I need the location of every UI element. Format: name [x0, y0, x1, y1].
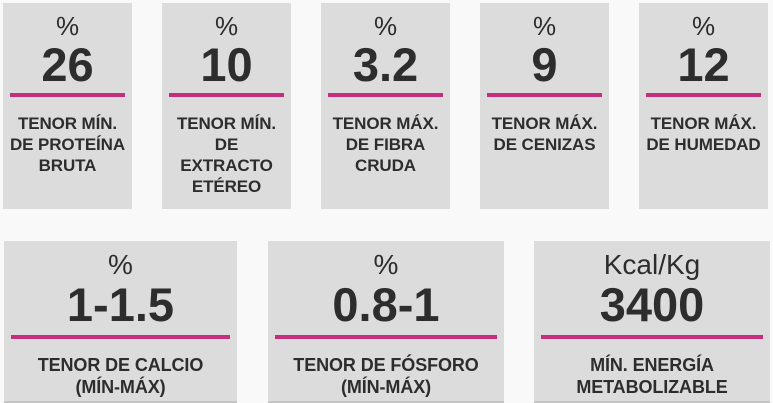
unit-label: %	[108, 249, 133, 280]
nutrient-label: TENOR DE FÓSFORO (MÍN-MÁX)	[293, 355, 479, 397]
nutrient-value: 3400	[599, 278, 705, 331]
nutrient-label: MÍN. ENERGÍA METABOLIZABLE	[576, 355, 728, 397]
unit-label: %	[691, 11, 716, 41]
divider-line	[646, 93, 761, 97]
nutrient-label: TENOR MÁX. DE CENIZAS	[491, 114, 598, 154]
nutrient-value: 9	[531, 38, 558, 91]
nutrient-card-energia-metabolizable: Kcal/Kg 3400 MÍN. ENERGÍA METABOLIZABLE	[534, 241, 770, 403]
unit-label: Kcal/Kg	[603, 249, 701, 280]
divider-line	[10, 93, 125, 97]
unit-label: %	[55, 11, 80, 41]
nutrient-value: 12	[677, 38, 730, 91]
nutrient-value: 26	[41, 38, 94, 91]
divider-line	[169, 93, 284, 97]
nutrient-card-cenizas: % 9 TENOR MÁX. DE CENIZAS	[480, 3, 609, 209]
unit-label: %	[373, 11, 398, 41]
nutrient-card-proteina-bruta: % 26 TENOR MÍN. DE PROTEÍNA BRUTA	[3, 3, 132, 209]
divider-line	[11, 335, 230, 339]
divider-line	[541, 335, 763, 339]
divider-line	[275, 335, 497, 339]
nutrient-label: TENOR MÁX. DE FIBRA CRUDA	[332, 114, 439, 175]
nutrient-card-fibra-cruda: % 3.2 TENOR MÁX. DE FIBRA CRUDA	[321, 3, 450, 209]
nutrient-label: TENOR MÍN. DE EXTRACTO ETÉREO	[176, 114, 277, 196]
unit-label: %	[373, 249, 399, 280]
unit-label: %	[532, 11, 557, 41]
nutrient-card-humedad: % 12 TENOR MÁX. DE HUMEDAD	[639, 3, 768, 209]
nutrient-label: TENOR DE CALCIO (MÍN-MÁX)	[37, 355, 204, 397]
nutrient-value: 3.2	[352, 38, 419, 91]
nutrient-card-fosforo: % 0.8-1 TENOR DE FÓSFORO (MÍN-MÁX)	[268, 241, 504, 403]
nutrient-value: 10	[200, 38, 253, 91]
unit-label: %	[214, 11, 239, 41]
nutrient-card-extracto-etereo: % 10 TENOR MÍN. DE EXTRACTO ETÉREO	[162, 3, 291, 209]
nutrient-value: 1-1.5	[66, 278, 175, 331]
divider-line	[487, 93, 602, 97]
nutrient-label: TENOR MÍN. DE PROTEÍNA BRUTA	[9, 114, 126, 175]
divider-line	[328, 93, 443, 97]
nutrient-card-calcio: % 1-1.5 TENOR DE CALCIO (MÍN-MÁX)	[4, 241, 237, 403]
nutrient-value: 0.8-1	[332, 278, 440, 331]
nutrient-label: TENOR MÁX. DE HUMEDAD	[646, 114, 761, 154]
